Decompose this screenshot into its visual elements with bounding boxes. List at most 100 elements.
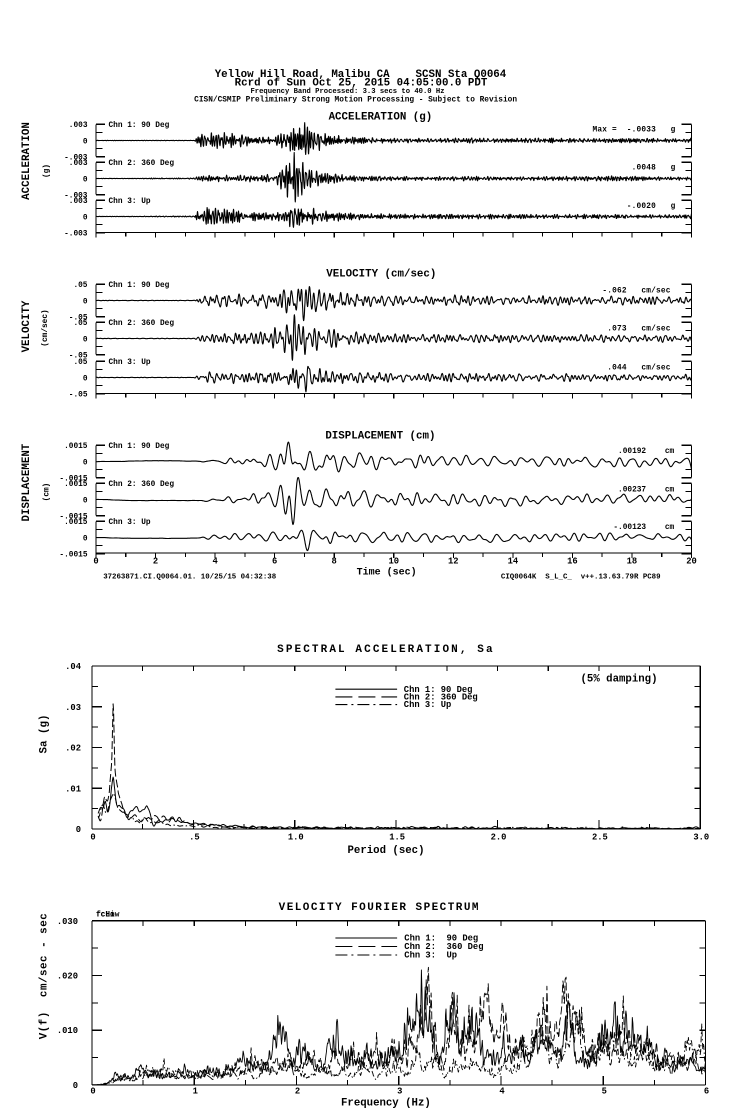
svg-text:VELOCITY FOURIER SPECTRUM: VELOCITY FOURIER SPECTRUM — [279, 902, 480, 914]
svg-text:Chn 3: Up: Chn 3: Up — [109, 198, 151, 206]
svg-text:Frequency Band Processed: 3.3: Frequency Band Processed: 3.3 secs to 40… — [250, 88, 444, 96]
svg-text:10: 10 — [388, 557, 399, 567]
svg-text:0: 0 — [83, 176, 88, 184]
svg-text:VELOCITY: VELOCITY — [21, 300, 33, 352]
svg-text:Chn 3: Up: Chn 3: Up — [404, 700, 452, 710]
svg-text:37263871.CI.Q0064.01. 10/25/15: 37263871.CI.Q0064.01. 10/25/15 04:32:38 — [103, 573, 277, 581]
svg-text:ACCELERATION (g): ACCELERATION (g) — [329, 112, 433, 124]
svg-text:(cm/sec): (cm/sec) — [42, 309, 50, 346]
svg-text:0: 0 — [83, 138, 88, 146]
svg-text:1: 1 — [193, 1086, 198, 1096]
svg-text:12: 12 — [448, 557, 459, 567]
svg-text:-.05: -.05 — [69, 353, 88, 361]
svg-text:0: 0 — [83, 497, 88, 505]
svg-text:-.003: -.003 — [64, 155, 88, 163]
svg-text:V(f) cm/sec - sec: V(f) cm/sec - sec — [39, 913, 51, 1040]
svg-text:DISPLACEMENT (cm): DISPLACEMENT (cm) — [325, 431, 435, 443]
svg-text:-.003: -.003 — [64, 231, 88, 239]
svg-text:4: 4 — [212, 557, 218, 567]
svg-text:-.0020 g: -.0020 g — [627, 203, 676, 211]
svg-text:.003: .003 — [69, 122, 88, 130]
svg-text:3: 3 — [397, 1086, 402, 1096]
svg-text:-.0015: -.0015 — [59, 552, 87, 560]
svg-text:2.5: 2.5 — [592, 833, 608, 843]
svg-text:.073 cm/sec: .073 cm/sec — [607, 326, 671, 334]
svg-text:.0048 g: .0048 g — [632, 165, 676, 173]
svg-text:2: 2 — [153, 557, 158, 567]
svg-text:fcLow: fcLow — [96, 912, 120, 920]
svg-text:.003: .003 — [69, 198, 88, 206]
svg-text:2.0: 2.0 — [491, 833, 507, 843]
svg-text:18: 18 — [627, 557, 638, 567]
svg-text:Time (sec): Time (sec) — [357, 567, 417, 579]
svg-text:0: 0 — [90, 833, 95, 843]
svg-text:8: 8 — [332, 557, 337, 567]
svg-text:Chn 2: 360 Deg: Chn 2: 360 Deg — [109, 481, 175, 489]
svg-text:0: 0 — [83, 336, 88, 344]
svg-text:Chn 2: 360 Deg: Chn 2: 360 Deg — [109, 160, 175, 168]
svg-text:.00192 cm: .00192 cm — [618, 448, 674, 456]
svg-text:.020: .020 — [57, 972, 78, 982]
svg-text:(5% damping): (5% damping) — [581, 674, 658, 686]
svg-text:Chn 1: 90 Deg: Chn 1: 90 Deg — [109, 443, 170, 451]
svg-text:-.062 cm/sec: -.062 cm/sec — [602, 287, 670, 295]
svg-text:Chn 2: 360 Deg: Chn 2: 360 Deg — [109, 320, 175, 328]
svg-text:.030: .030 — [57, 917, 78, 927]
svg-text:1.5: 1.5 — [389, 833, 405, 843]
svg-text:14: 14 — [508, 557, 519, 567]
svg-text:.003: .003 — [69, 160, 88, 168]
svg-text:-.05: -.05 — [69, 315, 88, 323]
svg-text:-.0015: -.0015 — [59, 476, 87, 484]
svg-text:VELOCITY (cm/sec): VELOCITY (cm/sec) — [326, 269, 436, 281]
svg-text:CISN/CSMIP Preliminary Strong: CISN/CSMIP Preliminary Strong Motion Pro… — [194, 96, 517, 104]
svg-text:-.0015: -.0015 — [59, 514, 87, 522]
svg-text:-.003: -.003 — [64, 193, 88, 201]
svg-text:0: 0 — [83, 375, 88, 383]
svg-text:16: 16 — [567, 557, 578, 567]
svg-text:20: 20 — [686, 557, 697, 567]
svg-text:4: 4 — [499, 1086, 505, 1096]
svg-text:0: 0 — [83, 298, 88, 306]
svg-text:(cm): (cm) — [44, 483, 52, 502]
svg-text:Max = -.0033 g: Max = -.0033 g — [593, 127, 676, 135]
svg-text:0: 0 — [83, 459, 88, 467]
svg-text:Chn 3: Up: Chn 3: Up — [404, 951, 457, 961]
svg-text:Rcrd of Sun Oct 25, 2015 04:05: Rcrd of Sun Oct 25, 2015 04:05:00.0 PDT — [235, 78, 488, 90]
svg-text:1.0: 1.0 — [288, 833, 304, 843]
svg-text:.04: .04 — [65, 662, 82, 672]
svg-text:.05: .05 — [73, 359, 87, 367]
svg-text:.0015: .0015 — [64, 443, 88, 451]
svg-text:Chn 3: Up: Chn 3: Up — [109, 359, 151, 367]
svg-text:0: 0 — [83, 214, 88, 222]
svg-text:2: 2 — [295, 1086, 300, 1096]
svg-text:0: 0 — [73, 1081, 78, 1091]
svg-text:Chn 1: 90 Deg: Chn 1: 90 Deg — [404, 934, 478, 944]
svg-text:.05: .05 — [73, 282, 87, 290]
svg-text:Chn 1: 90 Deg: Chn 1: 90 Deg — [404, 685, 473, 695]
svg-text:Chn 1: 90 Deg: Chn 1: 90 Deg — [109, 282, 170, 290]
svg-text:(g): (g) — [44, 164, 52, 178]
svg-text:ACCELERATION: ACCELERATION — [21, 122, 33, 200]
svg-text:.0015: .0015 — [64, 481, 88, 489]
svg-text:Chn 2: 360 Deg: Chn 2: 360 Deg — [404, 942, 483, 952]
svg-text:0: 0 — [90, 1086, 95, 1096]
svg-text:SPECTRAL ACCELERATION, Sa: SPECTRAL ACCELERATION, Sa — [277, 644, 495, 656]
svg-text:5: 5 — [602, 1086, 607, 1096]
svg-text:.05: .05 — [73, 320, 87, 328]
svg-text:Chn 1: 90 Deg: Chn 1: 90 Deg — [109, 122, 170, 130]
svg-text:fcHi: fcHi — [96, 912, 115, 920]
svg-text:.5: .5 — [189, 833, 200, 843]
svg-text:.0015: .0015 — [64, 519, 88, 527]
svg-text:0: 0 — [93, 557, 98, 567]
svg-text:6: 6 — [704, 1086, 709, 1096]
svg-text:Chn 3: Up: Chn 3: Up — [109, 519, 151, 527]
svg-text:CIQ0064K S_L_C_ v++.13.63.79: CIQ0064K S_L_C_ v++.13.63.79R PC89 — [501, 573, 661, 581]
svg-text:6: 6 — [272, 557, 277, 567]
svg-text:.03: .03 — [65, 703, 81, 713]
svg-text:Yellow Hill Road, Malibu CA: Yellow Hill Road, Malibu CA SCSN Sta Q00… — [215, 69, 507, 81]
svg-text:DISPLACEMENT: DISPLACEMENT — [21, 443, 33, 521]
svg-text:-.05: -.05 — [69, 392, 88, 400]
svg-text:.010: .010 — [57, 1026, 78, 1036]
svg-text:3.0: 3.0 — [693, 833, 709, 843]
svg-text:-.00123 cm: -.00123 cm — [613, 524, 674, 532]
